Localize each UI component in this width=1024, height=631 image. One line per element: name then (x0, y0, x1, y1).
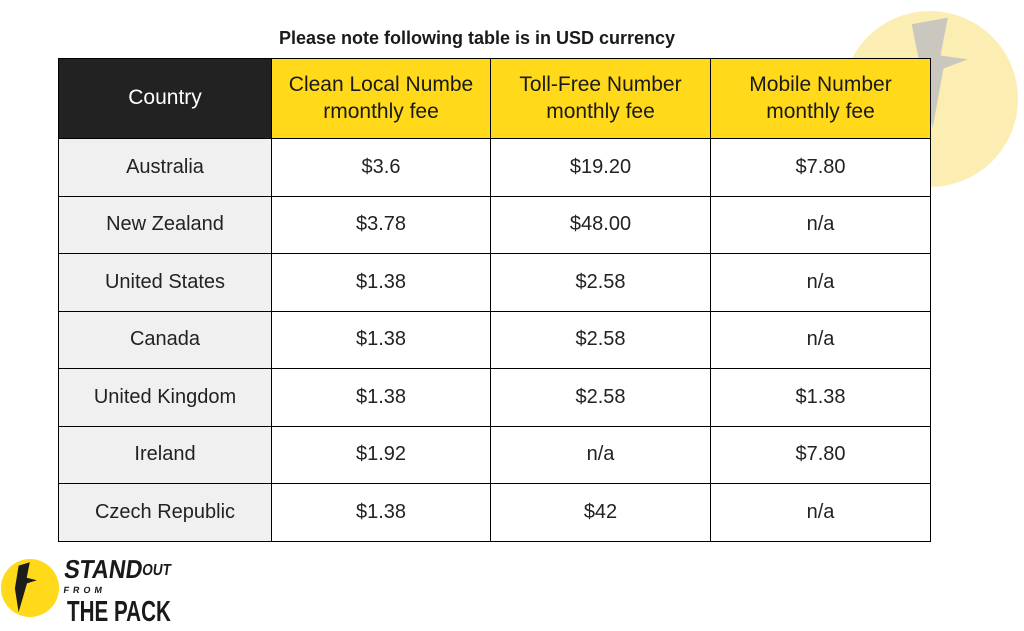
svg-text:THE PACK: THE PACK (67, 596, 171, 626)
svg-text:OUT: OUT (141, 562, 172, 579)
svg-text:STAND: STAND (63, 554, 145, 584)
svg-text:FROM: FROM (63, 585, 107, 595)
